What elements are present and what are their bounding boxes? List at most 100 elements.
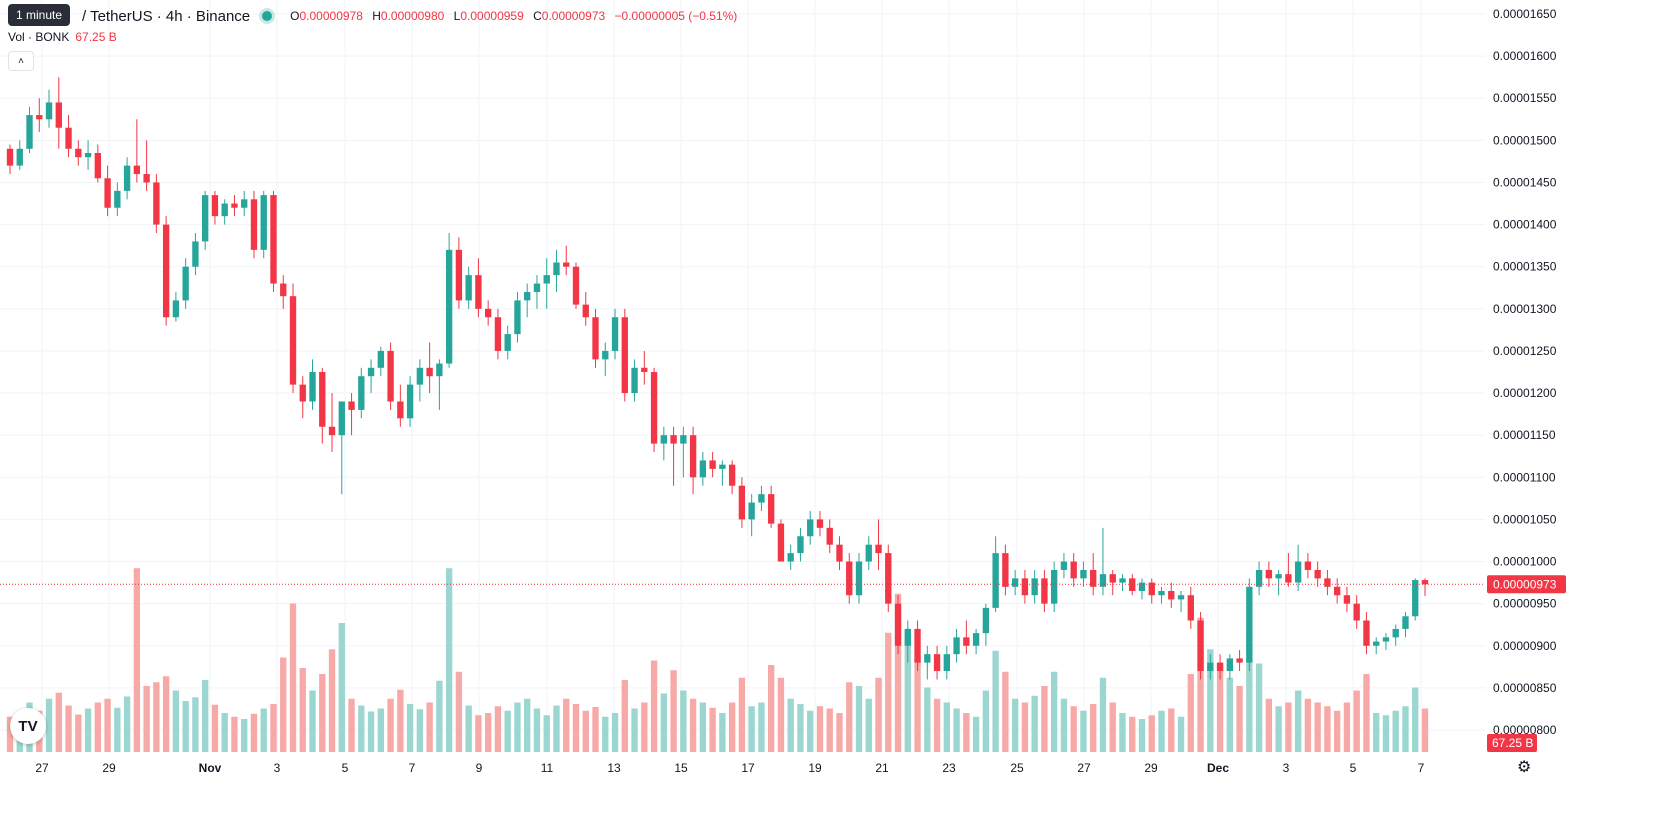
volume-bar	[689, 698, 697, 752]
volume-bar	[475, 715, 482, 752]
candle-body	[1275, 574, 1282, 579]
time-tick-label: 27	[35, 761, 49, 775]
tradingview-logo-icon[interactable]: TV	[10, 708, 46, 744]
candle-body	[309, 372, 316, 402]
grid	[0, 0, 1485, 752]
volume-bar	[797, 704, 804, 752]
volume-label[interactable]: Vol · BONK	[8, 30, 70, 44]
candle-body	[797, 536, 804, 554]
high-label: H	[372, 9, 381, 23]
volume-bar	[1236, 686, 1243, 752]
volume-bar	[1334, 710, 1341, 752]
volume-bar	[621, 680, 628, 752]
time-tick-label: 19	[808, 761, 822, 775]
time-tick-label: 5	[1350, 761, 1357, 775]
candle-body	[611, 317, 619, 351]
volume-bar	[1177, 716, 1185, 752]
time-tick-label: 13	[607, 761, 621, 775]
candle-body	[728, 464, 736, 486]
candle-body	[904, 628, 911, 646]
candle-body	[182, 266, 189, 301]
close-label: C	[533, 9, 542, 23]
candle-body	[241, 199, 248, 208]
candle-body	[1294, 561, 1302, 583]
volume-bar	[1363, 674, 1370, 752]
volume-legend: Vol · BONK 67.25 B	[8, 30, 117, 44]
candle-body	[426, 367, 433, 377]
collapse-legend-button[interactable]: ˄	[8, 51, 34, 71]
time-tick-label: 9	[476, 761, 483, 775]
candle-body	[280, 283, 287, 297]
volume-bar	[436, 680, 443, 752]
volume-bar	[1109, 702, 1116, 752]
volume-bar	[84, 708, 92, 752]
candle-body	[1412, 580, 1419, 617]
volume-bar	[270, 704, 277, 752]
volume-bar	[367, 711, 375, 752]
volume-bar	[416, 709, 424, 752]
candle-body	[475, 275, 482, 309]
price-tick-label: 0.00001150	[1493, 428, 1556, 442]
candle-body	[1129, 578, 1136, 592]
volume-bar	[465, 705, 472, 752]
candle-body	[162, 224, 170, 318]
volume-bar	[1246, 629, 1253, 752]
candle-body	[1060, 561, 1068, 570]
volume-bar	[445, 568, 453, 752]
volume-bar	[75, 714, 82, 752]
candle-body	[738, 485, 746, 520]
candle-body	[1031, 578, 1038, 596]
candle-body	[846, 561, 853, 596]
candle-body	[1119, 578, 1126, 583]
candle-body	[885, 553, 892, 604]
candle-body	[836, 544, 843, 562]
volume-bar	[65, 705, 72, 752]
volume-bar	[543, 715, 550, 752]
volume-bar	[192, 697, 199, 752]
candle-body	[894, 603, 902, 646]
gear-icon[interactable]: ⚙	[1517, 759, 1532, 776]
volume-bar	[602, 716, 609, 752]
candle-body	[855, 561, 863, 596]
candle-body	[328, 426, 336, 436]
candle-body	[348, 401, 355, 410]
volume-bar	[348, 698, 355, 752]
candle-body	[1002, 553, 1009, 587]
candle-body	[1236, 658, 1243, 663]
candle-body	[602, 350, 609, 360]
candle-body	[436, 363, 443, 377]
candle-body	[1168, 591, 1175, 600]
candle-body	[94, 152, 101, 179]
price-tick-label: 0.00000900	[1493, 639, 1557, 653]
candle-body	[758, 494, 765, 503]
volume-bar	[1041, 686, 1048, 752]
volume-bar	[1129, 716, 1136, 752]
candle-body	[924, 654, 931, 663]
volume-bar	[485, 713, 492, 752]
volume-bars	[6, 568, 1429, 752]
symbol-title[interactable]: / TetherUS · 4h · Binance	[82, 7, 251, 25]
volume-bar	[738, 677, 746, 752]
volume-bar	[1051, 671, 1058, 752]
time-tick-label: 3	[1283, 761, 1290, 775]
low-label: L	[453, 9, 461, 23]
volume-bar	[1275, 706, 1282, 752]
last-price-badge	[1487, 575, 1566, 594]
time-tick-label: 21	[875, 761, 889, 775]
volume-bar	[1255, 663, 1263, 752]
candle-body	[1041, 578, 1048, 604]
candle-body	[943, 654, 950, 672]
candle-body	[143, 174, 150, 183]
candle-body	[445, 249, 453, 364]
volume-bar	[533, 708, 541, 752]
volume-bar	[406, 704, 414, 752]
volume-bar	[1060, 698, 1068, 752]
volume-bar	[894, 593, 902, 752]
time-tick-label: 11	[541, 761, 554, 775]
price-tick-label: 0.00001000	[1493, 555, 1557, 569]
candle-body	[260, 195, 267, 250]
volume-bar	[260, 708, 267, 752]
candle-body	[1197, 620, 1204, 672]
